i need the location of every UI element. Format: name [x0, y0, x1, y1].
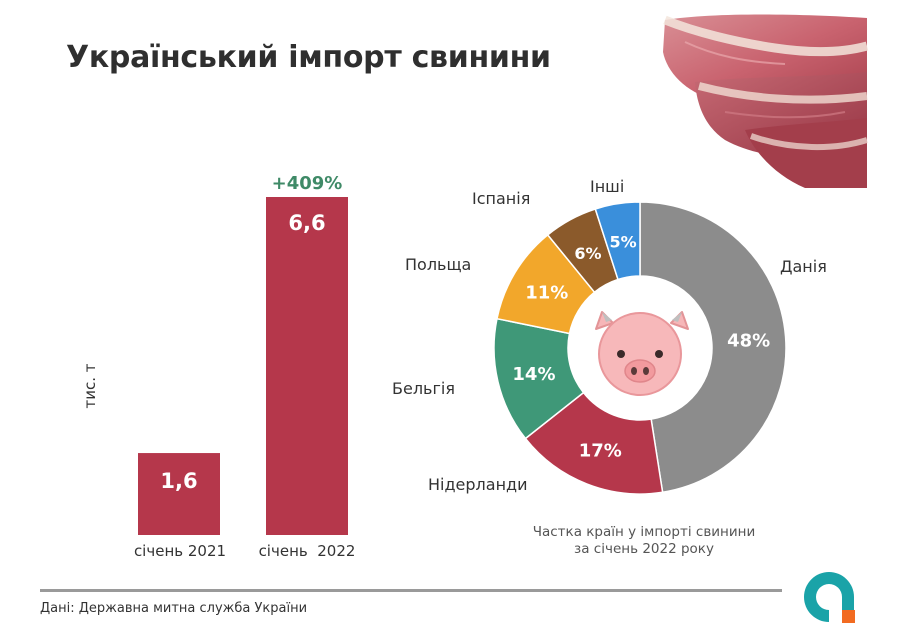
- y-axis-label: тис. т: [81, 363, 99, 408]
- donut-caption-line-1: Частка країн у імпорті свинини: [533, 524, 756, 540]
- bar-value-label-2021: 1,6: [160, 469, 197, 493]
- slice-label-others: Інші: [590, 177, 624, 196]
- donut-slice-others: [594, 201, 641, 281]
- bar-value-label-2022: 6,6: [288, 211, 325, 235]
- donut-slice-netherlands: [524, 391, 664, 495]
- donut-value-spain: 6%: [574, 244, 601, 263]
- pig-face-icon: [595, 311, 689, 396]
- donut-value-belgium: 14%: [512, 364, 555, 385]
- meat-photo: [663, 14, 869, 188]
- bar-january-2021: [138, 453, 220, 535]
- donut-value-labels: 48% 17% 14% 11% 6% 5%: [512, 232, 770, 461]
- slice-label-netherlands: Нідерланди: [428, 475, 528, 494]
- bar-chart: тис. т 1,6 6,6 +409% січень 2021 січень …: [81, 173, 355, 560]
- page-title: Український імпорт свинини: [66, 40, 551, 75]
- x-tick-label-2022: січень 2022: [259, 542, 356, 560]
- slice-label-denmark: Данія: [780, 257, 827, 276]
- source-note: Дані: Державна митна служба України: [40, 601, 308, 616]
- slice-label-poland: Польща: [405, 255, 471, 274]
- bar-january-2022: [266, 197, 348, 535]
- publisher-logo-icon: [804, 572, 855, 623]
- slice-label-belgium: Бельгія: [392, 379, 455, 398]
- donut-chart: 48% 17% 14% 11% 6% 5% Данія Нідерланди Бельгі…: [392, 177, 827, 557]
- donut-value-poland: 11%: [525, 283, 568, 304]
- donut-value-others: 5%: [610, 232, 637, 251]
- donut-slice-denmark: [639, 201, 787, 494]
- donut-value-netherlands: 17%: [579, 440, 622, 461]
- x-tick-label-2021: січень 2021: [134, 542, 226, 560]
- donut-value-denmark: 48%: [727, 331, 770, 352]
- slice-label-spain: Іспанія: [472, 189, 530, 208]
- growth-annotation: +409%: [272, 173, 343, 194]
- donut-slices: [493, 201, 787, 495]
- footer-divider: [40, 589, 782, 592]
- donut-caption-line-2: за січень 2022 року: [574, 541, 714, 557]
